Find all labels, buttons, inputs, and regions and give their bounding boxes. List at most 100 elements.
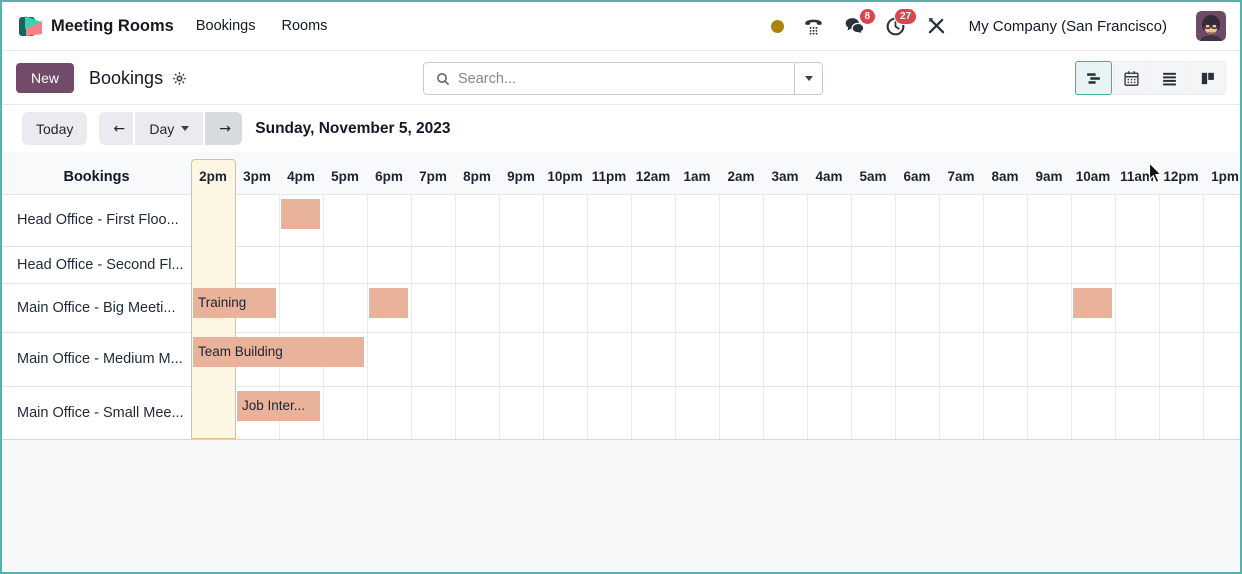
booking-bar-unlabeled[interactable]	[281, 199, 320, 229]
grid-vline	[367, 194, 368, 439]
gantt-row-label: Main Office - Medium M...	[17, 351, 183, 367]
grid-hline	[2, 246, 1240, 247]
gantt-row-label: Head Office - First Floo...	[17, 212, 179, 228]
grid-vline	[279, 194, 280, 439]
grid-vline	[1203, 194, 1204, 439]
hour-header-3am: 3am	[771, 169, 799, 184]
menu-bookings[interactable]: Bookings	[195, 18, 256, 34]
booking-bar[interactable]: Training	[193, 288, 276, 318]
grid-vline	[983, 194, 984, 439]
grid-vline	[719, 194, 720, 439]
hour-header-8pm: 8pm	[463, 169, 491, 184]
scale-selector-button[interactable]: Day	[135, 112, 204, 145]
gantt-rows-header: Bookings	[63, 168, 130, 185]
view-list-button[interactable]	[1151, 61, 1188, 95]
hour-header-7pm: 7pm	[419, 169, 447, 184]
gantt-view: Bookings 2pm 3pm 4pm 5pm 6pm 7pm 8pm 9pm 10pm 11pm…	[2, 152, 1240, 440]
grid-vline	[807, 194, 808, 439]
grid-vline	[631, 194, 632, 439]
gantt-view-icon	[1087, 72, 1100, 84]
grid-vline	[1027, 194, 1028, 439]
grid-hline	[2, 332, 1240, 333]
user-avatar[interactable]	[1196, 11, 1226, 41]
gantt-row-label: Head Office - Second Fl...	[17, 256, 184, 273]
grid-vline	[323, 194, 324, 439]
action-gear-button[interactable]	[172, 71, 187, 86]
scale-label: Day	[149, 120, 175, 137]
view-calendar-button[interactable]	[1113, 61, 1150, 95]
hour-header-12pm: 12pm	[1163, 169, 1199, 184]
messages-badge: 8	[859, 8, 876, 25]
gantt-empty-area	[2, 440, 1240, 572]
search-options-toggle[interactable]	[794, 63, 822, 94]
booking-bar[interactable]: Team Building	[193, 337, 364, 367]
hour-header-2am: 2am	[727, 169, 755, 184]
grid-vline	[763, 194, 764, 439]
app-title[interactable]: Meeting Rooms	[51, 16, 174, 35]
hour-header-1pm: 1pm	[1211, 169, 1239, 184]
search-icon	[435, 71, 451, 87]
grid-vline	[543, 194, 544, 439]
hour-header-4pm: 4pm	[287, 169, 315, 184]
grid-vline	[1159, 194, 1160, 439]
menu-rooms[interactable]: Rooms	[281, 18, 328, 34]
hour-header-5pm: 5pm	[331, 169, 359, 184]
hour-header-5am: 5am	[859, 169, 887, 184]
hour-header-6am: 6am	[903, 169, 931, 184]
hour-header-10pm: 10pm	[547, 169, 583, 184]
grid-hline	[2, 386, 1240, 387]
activities-clock-icon[interactable]: 27	[885, 8, 917, 37]
grid-vline	[411, 194, 412, 439]
activities-badge: 27	[894, 8, 917, 25]
hour-header-10am: 10am	[1075, 169, 1111, 184]
gantt-date-title: Sunday, November 5, 2023	[255, 119, 451, 137]
messages-icon[interactable]: 8	[844, 8, 876, 37]
gantt-row-label: Main Office - Big Meeti...	[17, 299, 176, 316]
gantt-row-label: Main Office - Small Mee...	[17, 404, 184, 421]
navbar: Meeting Rooms Bookings Rooms 8	[2, 2, 1240, 51]
hour-header-8am: 8am	[991, 169, 1019, 184]
view-gantt-button[interactable]	[1075, 61, 1112, 95]
breadcrumb: Bookings	[89, 67, 164, 88]
grid-vline	[1115, 194, 1116, 439]
grid-vline	[675, 194, 676, 439]
hour-header-4am: 4am	[815, 169, 843, 184]
search-input[interactable]	[458, 70, 794, 87]
view-kanban-button[interactable]	[1189, 61, 1226, 95]
voip-phone-icon[interactable]	[803, 15, 825, 37]
booking-bar-unlabeled[interactable]	[1073, 288, 1112, 318]
hour-header-12am: 12am	[635, 169, 671, 184]
systray: 8 27 My Company (San Francisco)	[770, 8, 1226, 41]
grid-vline	[851, 194, 852, 439]
new-button[interactable]: New	[16, 63, 75, 93]
chevron-down-icon	[181, 126, 190, 131]
grid-vline	[939, 194, 940, 439]
hour-header-9pm: 9pm	[507, 169, 535, 184]
tools-icon[interactable]	[926, 15, 948, 37]
booking-bar-unlabeled[interactable]	[369, 288, 408, 318]
booking-bar[interactable]: Job Inter...	[237, 391, 320, 421]
hour-header-1am: 1am	[683, 169, 711, 184]
grid-bottom-line	[2, 439, 1240, 440]
view-switcher	[1075, 61, 1226, 95]
today-button[interactable]: Today	[22, 112, 88, 145]
grid-vline	[499, 194, 500, 439]
hour-header-6pm: 6pm	[375, 169, 403, 184]
meeting-rooms-app-icon[interactable]	[16, 13, 43, 40]
hour-header-9am: 9am	[1035, 169, 1063, 184]
hour-header-7am: 7am	[947, 169, 975, 184]
grid-hline	[2, 194, 1240, 195]
company-switcher[interactable]: My Company (San Francisco)	[968, 17, 1167, 35]
next-day-button[interactable]: →	[205, 112, 243, 145]
grid-vline	[455, 194, 456, 439]
gantt-toolbar: Today ← Day → Sunday, November 5, 2023	[2, 105, 1240, 152]
date-pager: ← Day →	[99, 112, 243, 145]
kanban-view-icon	[1201, 72, 1214, 84]
hour-header-11am: 11am	[1120, 169, 1154, 184]
chevron-down-icon	[804, 76, 813, 81]
grid-vline	[1071, 194, 1072, 439]
hour-header-3pm: 3pm	[243, 169, 271, 184]
list-view-icon	[1163, 72, 1176, 85]
previous-day-button[interactable]: ←	[99, 112, 134, 145]
